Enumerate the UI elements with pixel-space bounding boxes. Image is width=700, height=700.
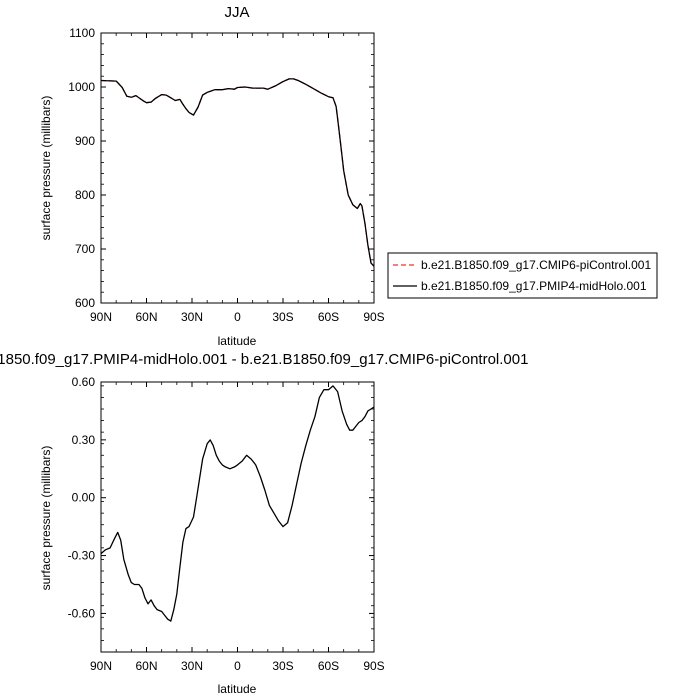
bottom-series-layer xyxy=(100,385,375,622)
top-axes-ticks xyxy=(100,32,375,304)
top-xtick-label: 0 xyxy=(234,310,241,324)
bottom-x-axis-label: latitude xyxy=(218,682,257,696)
top-xtick-label: 90N xyxy=(90,310,112,324)
top-ytick-label: 600 xyxy=(75,296,95,310)
bottom-series-line-0 xyxy=(100,385,375,622)
bottom-title: b.e21.B1850.f09_g17.PMIP4-midHolo.001 - … xyxy=(0,351,528,368)
top-panel: JJA surface pressure (millibars) latitud… xyxy=(39,4,385,348)
top-xtick-label: 30S xyxy=(272,310,293,324)
legend-box xyxy=(387,252,658,299)
bottom-ytick-label: 0.00 xyxy=(72,491,96,505)
top-ytick-label: 800 xyxy=(75,188,95,202)
bottom-xtick-label: 90N xyxy=(90,659,112,673)
top-y-axis-label: surface pressure (millibars) xyxy=(39,96,53,241)
legend-label-picontrol: b.e21.B1850.f09_g17.CMIP6-piControl.001 xyxy=(421,258,651,272)
top-ytick-label: 1000 xyxy=(68,80,95,94)
top-ytick-label: 900 xyxy=(75,134,95,148)
top-plot-frame xyxy=(100,32,375,304)
top-ytick-label: 1100 xyxy=(69,26,95,40)
bottom-axes-ticks xyxy=(100,381,375,653)
bottom-xtick-label: 30S xyxy=(272,659,293,673)
top-tick-labels: 600 700 800 900 1000 1100 90N 60N 30N 0 30S 60S 90S xyxy=(68,26,384,324)
bottom-xtick-label: 60N xyxy=(135,659,157,673)
top-title: JJA xyxy=(224,4,249,21)
bottom-xtick-label: 0 xyxy=(234,659,241,673)
bottom-ytick-label: -0.60 xyxy=(68,606,96,620)
bottom-y-axis-label: surface pressure (millibars) xyxy=(39,446,53,591)
bottom-plot-frame xyxy=(100,381,375,653)
bottom-xtick-label: 60S xyxy=(318,659,339,673)
top-series-layer xyxy=(100,78,375,267)
top-x-axis-label: latitude xyxy=(218,334,257,348)
bottom-ytick-label: 0.30 xyxy=(72,433,96,447)
bottom-tick-labels: -0.60 -0.30 0.00 0.30 0.60 90N 60N 30N 0 30S 60S 90… xyxy=(68,375,385,673)
top-series-line-0 xyxy=(100,78,375,267)
legend: b.e21.B1850.f09_g17.CMIP6-piControl.001 … xyxy=(387,252,658,299)
bottom-xtick-label: 30N xyxy=(181,659,203,673)
bottom-panel: b.e21.B1850.f09_g17.PMIP4-midHolo.001 - … xyxy=(0,351,528,696)
bottom-ytick-label: -0.30 xyxy=(68,549,96,563)
bottom-xtick-label: 90S xyxy=(363,659,384,673)
top-ytick-label: 700 xyxy=(75,242,95,256)
legend-label-midholo: b.e21.B1850.f09_g17.PMIP4-midHolo.001 xyxy=(421,279,647,293)
bottom-ytick-label: 0.60 xyxy=(72,375,96,389)
top-xtick-label: 60S xyxy=(318,310,339,324)
top-xtick-label: 30N xyxy=(181,310,203,324)
top-xtick-label: 90S xyxy=(363,310,384,324)
top-xtick-label: 60N xyxy=(135,310,157,324)
top-series-line-1 xyxy=(100,78,375,267)
